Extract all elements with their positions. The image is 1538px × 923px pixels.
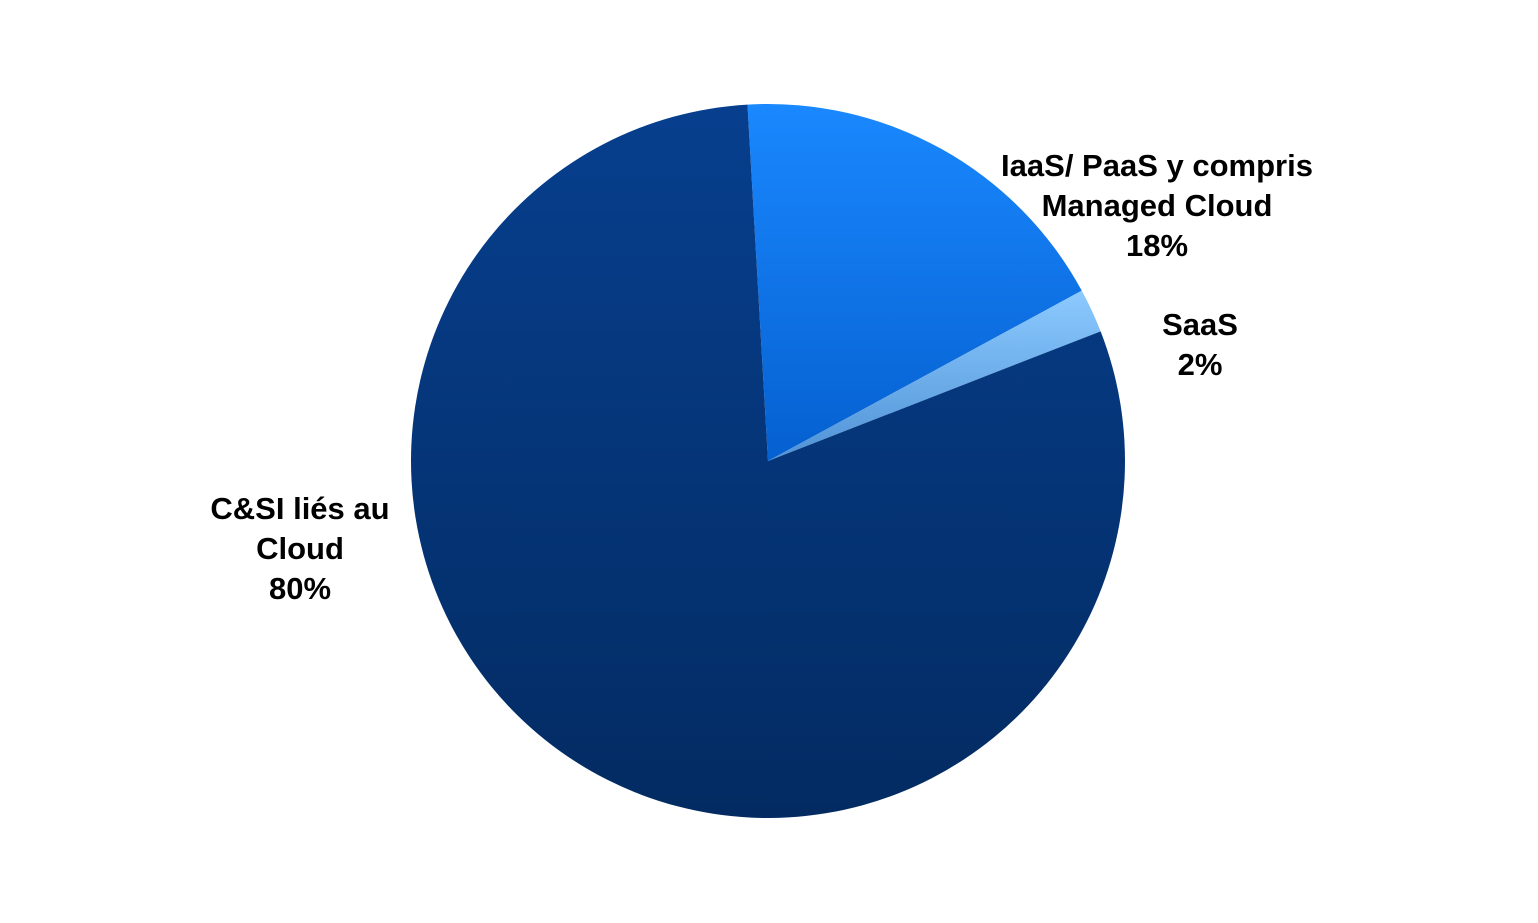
slice-name-line: SaaS <box>1162 307 1238 342</box>
slice-name-line: Cloud <box>256 531 344 566</box>
slice-percent-label: 18% <box>1126 228 1188 263</box>
pie-labels: IaaS/ PaaS y compris Managed Cloud 18% SaaS… <box>210 148 1313 606</box>
pie-slice-1 <box>747 103 1082 461</box>
slice-label-3: C&SI liés au Cloud 80% <box>210 491 389 606</box>
pie-slice-2 <box>768 290 1101 461</box>
slice-percent-label: 80% <box>269 571 331 606</box>
pie-slice-3 <box>410 104 1125 818</box>
slice-label-1: IaaS/ PaaS y compris Managed Cloud 18% <box>1001 148 1313 263</box>
slice-percent-label: 2% <box>1178 347 1223 382</box>
slice-name-line: Managed Cloud <box>1042 188 1273 223</box>
pie-slices <box>410 103 1125 818</box>
slice-name-line: C&SI liés au <box>210 491 389 526</box>
slice-name-line: IaaS/ PaaS y compris <box>1001 148 1313 183</box>
slice-label-2: SaaS 2% <box>1162 307 1238 382</box>
